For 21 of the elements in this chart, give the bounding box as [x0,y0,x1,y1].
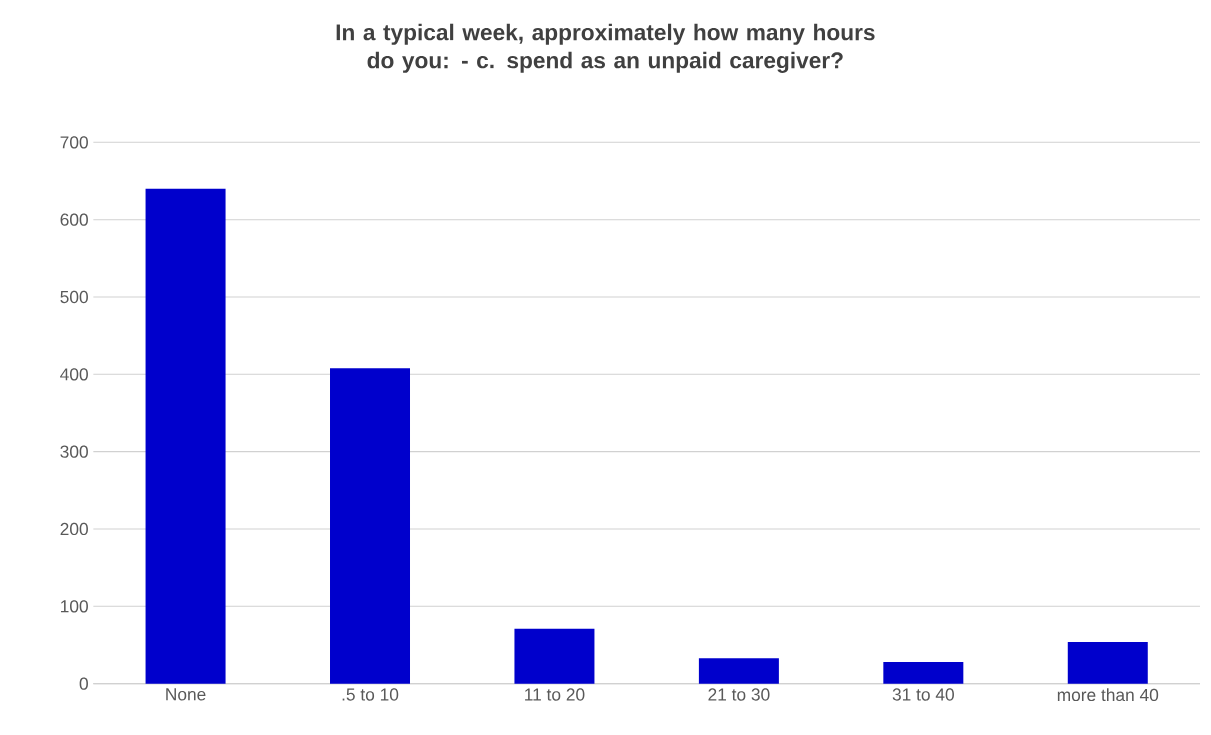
bar [883,662,964,684]
bar [1067,641,1148,684]
bar [330,368,411,684]
y-tick-label: 200 [60,522,88,536]
y-tick-label: 600 [60,213,88,226]
x-tick-label: None [166,688,206,701]
y-tick-label: 700 [60,136,88,149]
y-tick-label: 400 [60,368,88,381]
x-tick-label: more than 40 [1057,688,1159,702]
x-tick-label: .5 to 10 [342,688,399,701]
y-tick-label: 0 [79,677,88,690]
x-tick-label: 11 to 20 [525,688,585,701]
y-tick-label: 500 [60,290,88,304]
bar [698,658,779,684]
chart-title: In a typical week, approximately how many hours do you: - c. spend as an unpaid caregiver? [336,23,875,73]
y-tick-label: 100 [61,600,88,613]
bar [514,628,595,684]
bar [145,188,226,684]
y-tick-label: 300 [60,445,88,458]
x-tick-label: 31 to 40 [892,688,954,701]
x-tick-label: 21 to 30 [708,688,770,701]
